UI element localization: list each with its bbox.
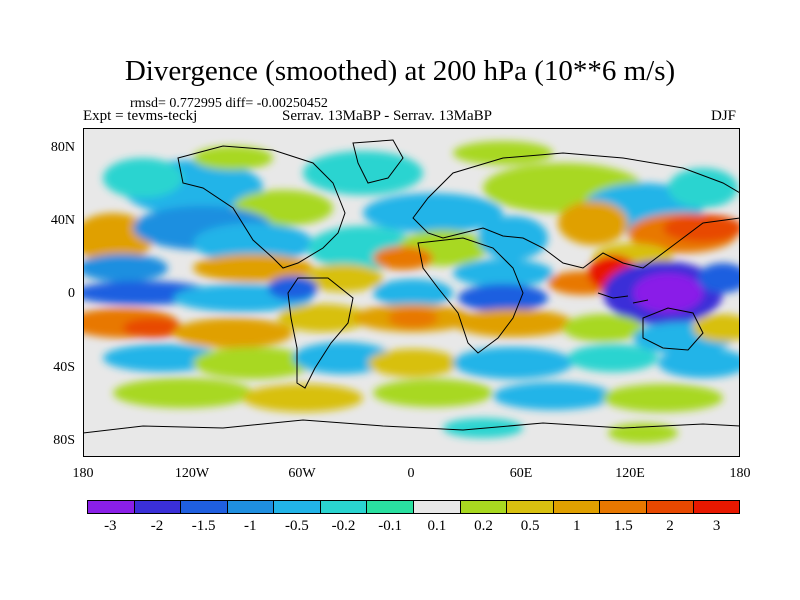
y-label-40s: 40S — [53, 360, 75, 375]
colorbar-swatch — [646, 501, 694, 513]
divergence-map — [83, 128, 740, 457]
colorbar-label: 1.5 — [614, 518, 633, 534]
colorbar-label: -1 — [244, 518, 257, 534]
colorbar — [87, 500, 740, 514]
x-label-60w: 60W — [288, 466, 316, 481]
colorbar-swatch — [553, 501, 601, 513]
colorbar-label: -0.1 — [378, 518, 403, 534]
y-label-0: 0 — [68, 286, 75, 301]
colorbar-label: -3 — [104, 518, 117, 534]
colorbar-swatch — [507, 501, 554, 513]
y-label-80s: 80S — [53, 433, 75, 448]
colorbar-label: 3 — [712, 518, 721, 534]
season-label: DJF — [711, 108, 737, 124]
colorbar-label: -2 — [150, 518, 164, 534]
colorbar-label: 0.1 — [427, 518, 447, 534]
colorbar-swatch — [320, 501, 368, 513]
colorbar-label: 1 — [573, 518, 581, 534]
colorbar-swatch — [274, 501, 321, 513]
experiment-label: Expt = tevms-teckj — [83, 108, 198, 124]
colorbar-swatch — [367, 501, 415, 513]
colorbar-swatch — [227, 501, 275, 513]
x-label-120w: 120W — [174, 466, 210, 481]
x-label-180-right: 180 — [729, 466, 751, 481]
plot-title: Divergence (smoothed) at 200 hPa (10**6 … — [124, 55, 676, 87]
y-label-40n: 40N — [50, 213, 75, 228]
x-label-60e: 60E — [509, 466, 533, 481]
x-label-120e: 120E — [615, 466, 645, 481]
stats-label: rmsd= 0.772995 diff= -0.00250452 — [130, 96, 328, 111]
colorbar-label: 2 — [666, 518, 674, 534]
x-label-0: 0 — [407, 466, 415, 481]
colorbar-label: 0.5 — [520, 518, 540, 534]
colorbar-swatch — [460, 501, 508, 513]
colorbar-swatch — [181, 501, 228, 513]
experiment-comparison-label: Serrav. 13MaBP - Serrav. 13MaBP — [282, 108, 492, 124]
colorbar-swatch — [414, 501, 461, 513]
colorbar-swatch — [693, 501, 740, 513]
colorbar-swatch — [600, 501, 647, 513]
colorbar-label: -0.5 — [285, 518, 309, 534]
y-label-80n: 80N — [50, 140, 75, 155]
colorbar-label: -0.2 — [331, 518, 356, 534]
colorbar-label: 0.2 — [474, 518, 493, 534]
colorbar-swatch — [88, 501, 135, 513]
colorbar-label: -1.5 — [191, 518, 216, 534]
x-label-180-left: 180 — [72, 466, 94, 481]
colorbar-swatch — [134, 501, 182, 513]
